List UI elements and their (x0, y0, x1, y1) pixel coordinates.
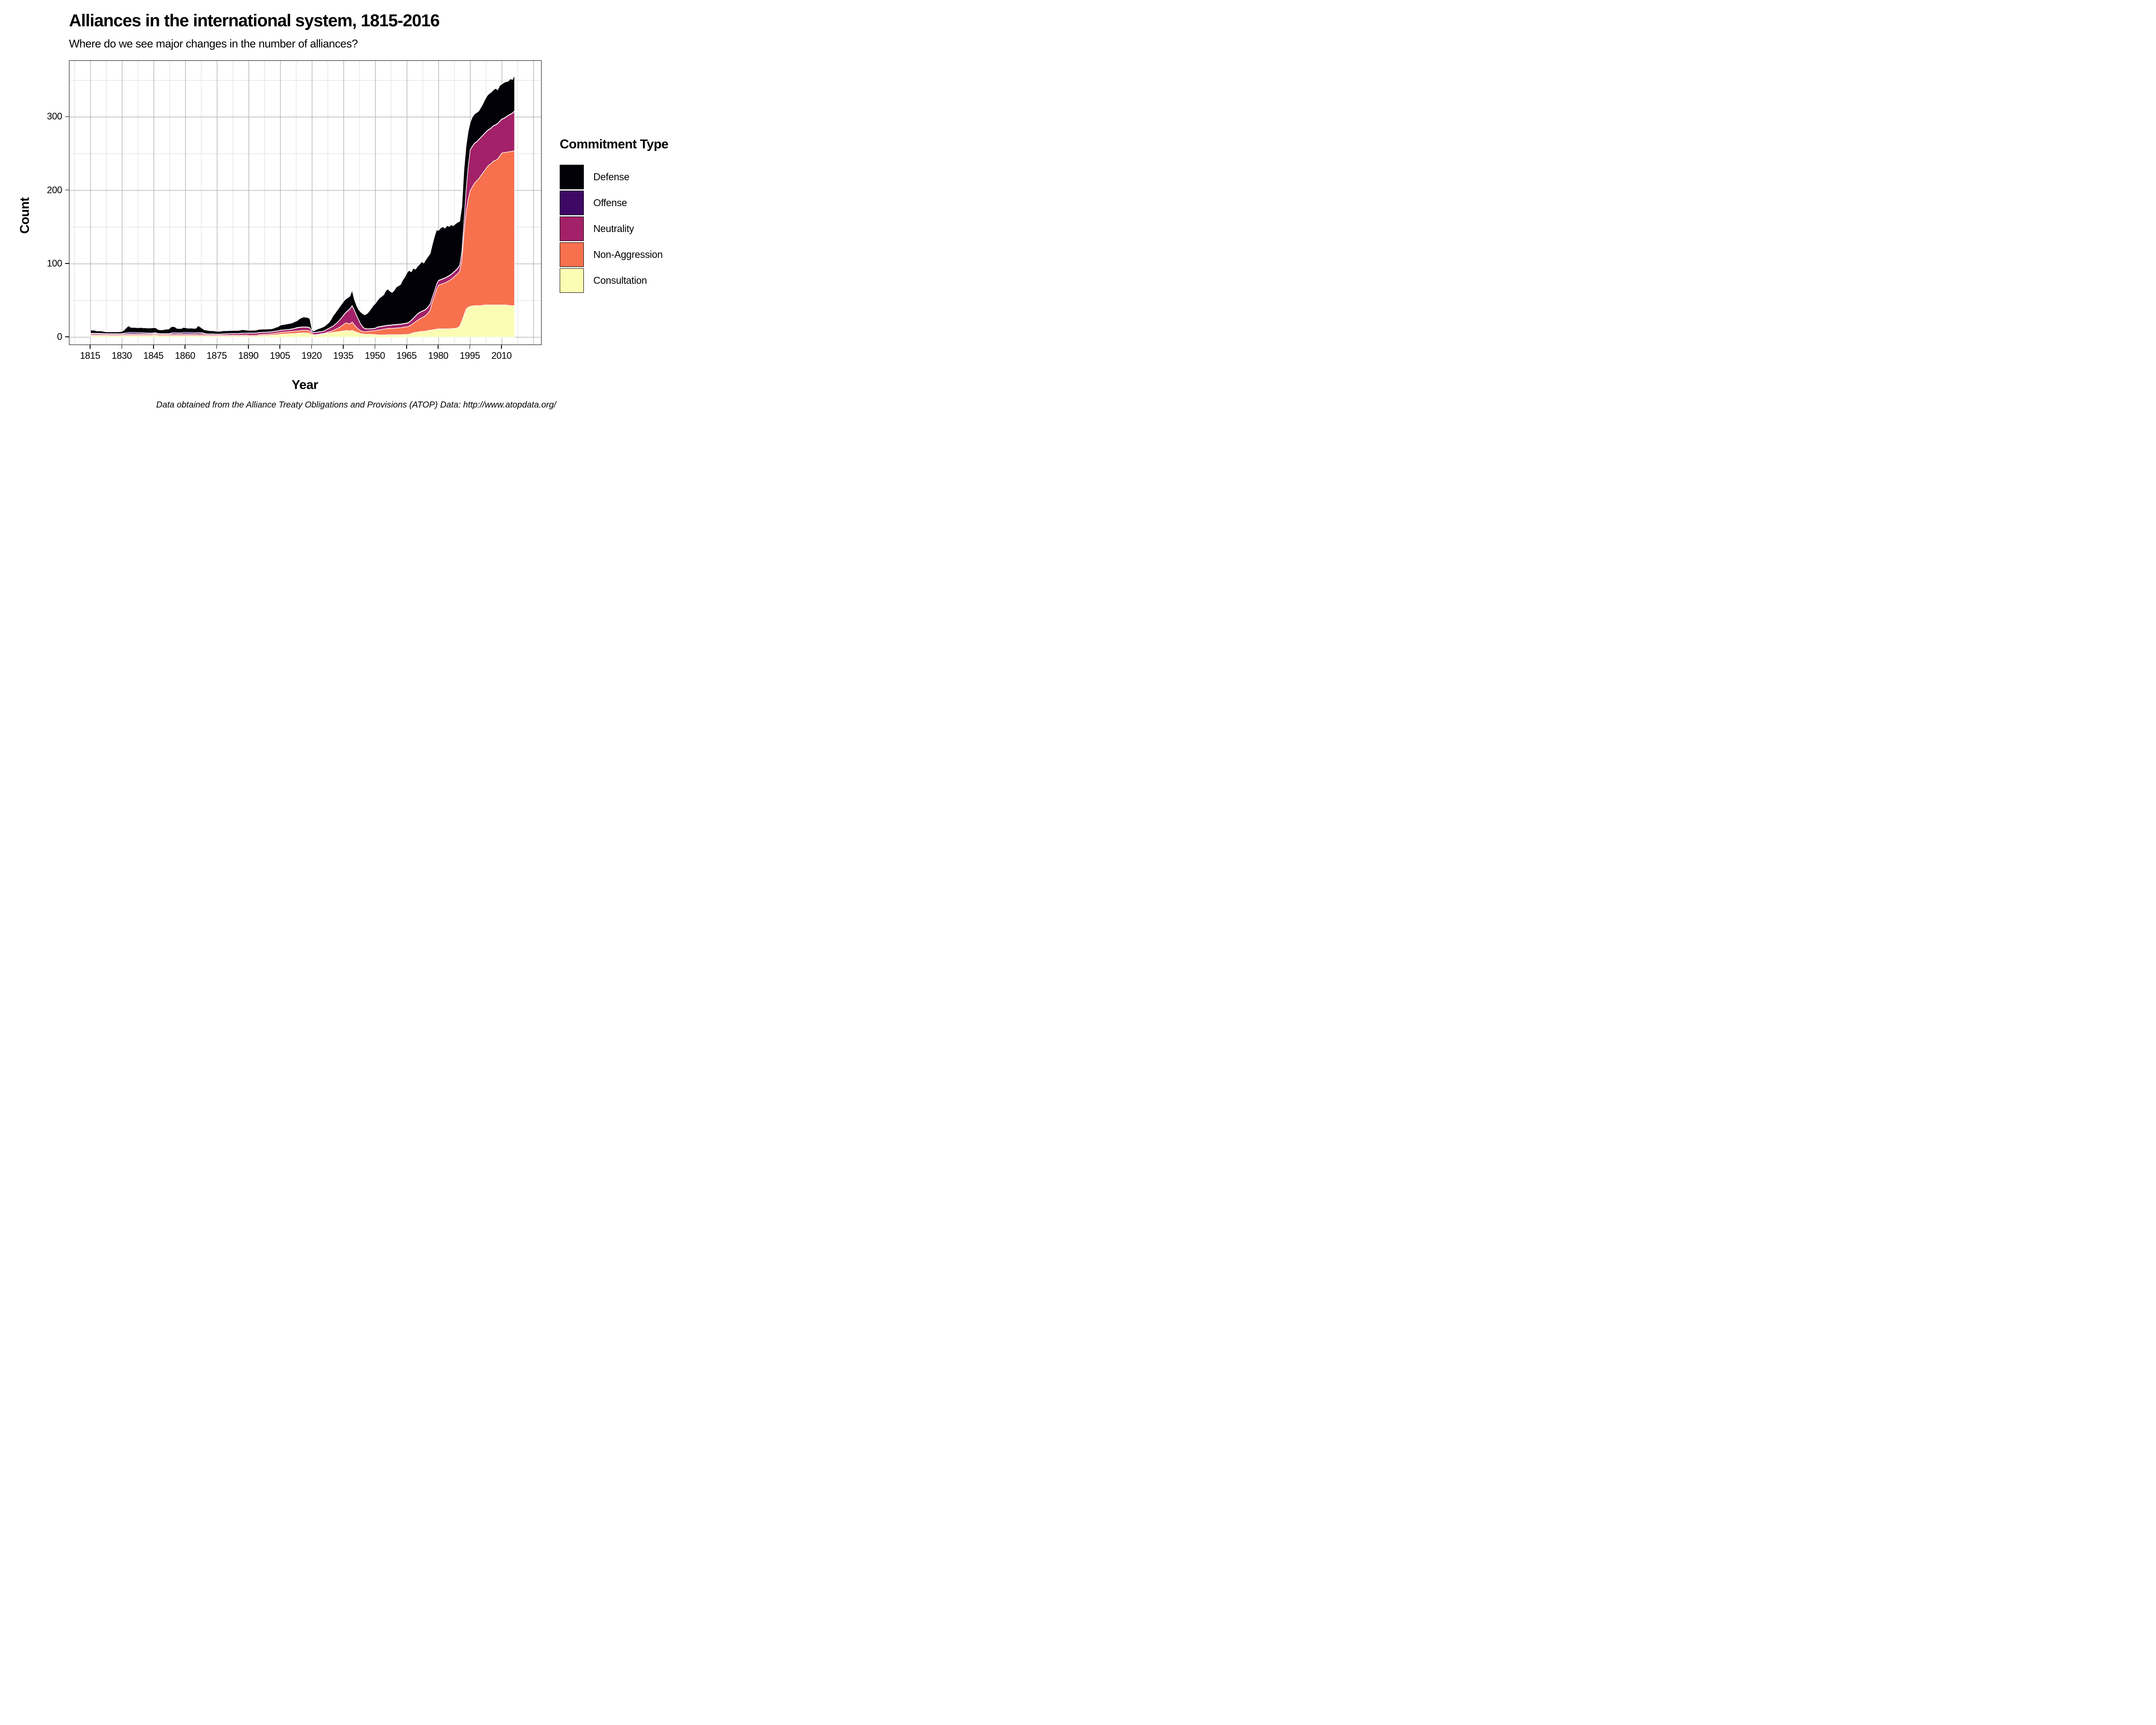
y-tick-mark (65, 263, 69, 264)
x-tick-label: 1950 (364, 350, 385, 361)
y-tick-label: 100 (47, 257, 63, 269)
legend-label-consultation: Consultation (593, 274, 647, 286)
y-axis-title: Count (18, 197, 32, 234)
legend-label-neutrality: Neutrality (593, 223, 634, 234)
y-tick-mark (65, 116, 69, 117)
legend-label-offense: Offense (593, 197, 627, 208)
legend-swatch-defense (560, 164, 584, 189)
x-tick-label: 1875 (207, 350, 227, 361)
x-tick-label: 1860 (175, 350, 195, 361)
x-tick-mark (406, 345, 407, 349)
y-tick-mark (65, 189, 69, 191)
x-tick-label: 1845 (143, 350, 164, 361)
x-tick-label: 1980 (428, 350, 448, 361)
x-tick-mark (153, 345, 154, 349)
legend-item-neutrality: Neutrality (560, 216, 668, 242)
area-defense (90, 75, 515, 335)
legend-item-consultation: Consultation (560, 267, 668, 293)
y-tick-label: 0 (57, 331, 62, 342)
legend-label-non_aggression: Non-Aggression (593, 248, 663, 260)
x-tick-label: 1995 (460, 350, 480, 361)
x-tick-mark (343, 345, 344, 349)
stacked-area-chart (69, 61, 541, 345)
x-tick-label: 1965 (396, 350, 417, 361)
x-tick-mark (374, 345, 376, 349)
x-tick-mark (501, 345, 502, 349)
figure: { "title": "Alliances in the internation… (0, 0, 690, 431)
x-tick-mark (248, 345, 249, 349)
chart-title: Alliances in the international system, 1… (69, 11, 440, 30)
legend-swatch-non_aggression (560, 242, 584, 267)
x-tick-label: 1920 (301, 350, 322, 361)
x-tick-mark (279, 345, 281, 349)
chart-caption: Data obtained from the Alliance Treaty O… (156, 400, 556, 410)
x-tick-mark (90, 345, 91, 349)
y-tick-label: 200 (47, 184, 63, 195)
x-tick-label: 2010 (491, 350, 512, 361)
legend: Commitment Type Defense Offense Neutrality… (560, 137, 668, 293)
chart-panel (69, 60, 542, 345)
x-tick-label: 1830 (111, 350, 132, 361)
legend-title: Commitment Type (560, 137, 668, 151)
y-tick-mark (65, 336, 69, 337)
chart-subtitle: Where do we see major changes in the num… (69, 37, 358, 50)
legend-swatch-offense (560, 190, 584, 215)
x-tick-label: 1905 (270, 350, 290, 361)
legend-item-non_aggression: Non-Aggression (560, 242, 668, 267)
x-tick-label: 1815 (80, 350, 100, 361)
x-tick-mark (216, 345, 217, 349)
legend-swatch-neutrality (560, 216, 584, 241)
x-tick-mark (438, 345, 439, 349)
legend-label-defense: Defense (593, 171, 630, 182)
x-axis-title: Year (291, 378, 318, 392)
legend-item-offense: Offense (560, 190, 668, 216)
legend-swatch-consultation (560, 268, 584, 293)
x-tick-label: 1890 (238, 350, 259, 361)
legend-items: Defense Offense Neutrality Non-Aggression Co… (560, 164, 668, 293)
y-tick-label: 300 (47, 111, 63, 122)
x-tick-mark (311, 345, 312, 349)
legend-item-defense: Defense (560, 164, 668, 190)
x-tick-label: 1935 (333, 350, 354, 361)
